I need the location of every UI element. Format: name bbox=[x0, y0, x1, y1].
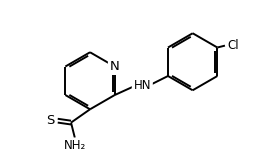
Text: S: S bbox=[46, 114, 55, 127]
Text: N: N bbox=[110, 60, 120, 73]
Text: HN: HN bbox=[134, 79, 151, 92]
Text: NH₂: NH₂ bbox=[64, 139, 86, 152]
Text: Cl: Cl bbox=[228, 39, 239, 52]
